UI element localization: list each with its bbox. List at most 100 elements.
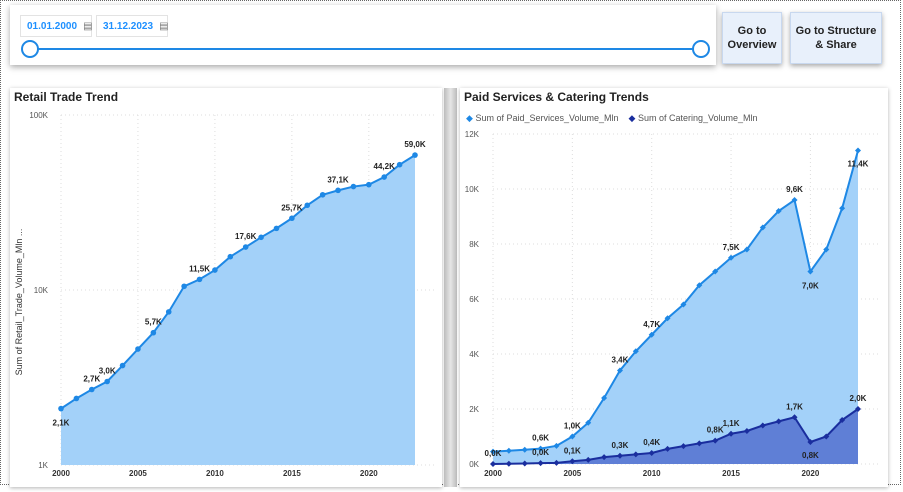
date-range-slider-track[interactable] (30, 48, 702, 50)
paid-services-data-point (775, 208, 782, 214)
y-tick-label: 10K (34, 286, 49, 295)
retail-data-point (212, 267, 218, 273)
retail-data-label: 44,2K (374, 162, 396, 171)
paid-services-card: Paid Services & Catering Trends ◆ Sum of… (460, 88, 888, 487)
paid-services-data-point (759, 224, 766, 231)
retail-data-point (366, 181, 372, 188)
paid-services-data-label: 1,0K (564, 422, 581, 431)
paid-services-data-label: 7,0K (802, 282, 819, 291)
legend-item-catering[interactable]: ◆ Sum of Catering_Volume_Mln (629, 113, 758, 124)
paid-services-data-point (807, 268, 814, 275)
catering-data-point (505, 460, 512, 467)
paid-services-data-point (696, 282, 703, 289)
catering-data-point (680, 443, 687, 450)
retail-data-point (181, 283, 187, 290)
retail-data-point (335, 187, 341, 194)
legend-label: Sum of Catering_Volume_Mln (637, 113, 758, 123)
paid-services-data-point (855, 147, 861, 154)
paid-services-data-point (743, 246, 750, 253)
paid-services-data-point (664, 315, 671, 322)
retail-trade-card: Retail Trade Trend 1K 10K 100K 2000 2005 2010… (10, 88, 442, 487)
retail-data-point (381, 174, 388, 180)
calendar-icon[interactable]: ▤ (83, 20, 93, 32)
catering-data-point (601, 454, 608, 461)
retail-data-point (289, 215, 295, 222)
paid-services-data-label: 7,5K (723, 243, 740, 252)
x-tick-label: 2010 (206, 469, 224, 478)
end-date-value: 31.12.2023 (103, 20, 154, 32)
retail-data-point (319, 191, 326, 198)
retail-data-point (273, 225, 280, 232)
y-tick-label: 4K (469, 350, 479, 359)
paid-services-data-point (712, 268, 719, 275)
catering-data-point (807, 439, 814, 445)
catering-data-label: 0,8K (707, 426, 724, 435)
x-tick-label: 2020 (801, 469, 819, 478)
paid-services-data-point (648, 331, 655, 338)
retail-data-point (135, 346, 141, 352)
catering-data-point (569, 458, 576, 465)
catering-data-point (712, 437, 719, 444)
paid-services-area-fill (493, 150, 858, 464)
paid-services-chart: 0K 2K 4K 6K 8K 10K 12K 2000 2005 2010 2015 2020 0,6K… (465, 130, 880, 478)
legend-item-paid-services[interactable]: ◆ Sum of Paid_Services_Volume_Mln (466, 113, 619, 124)
catering-data-point (839, 417, 846, 423)
catering-data-point (728, 430, 735, 437)
paid-services-data-point (791, 197, 798, 203)
x-tick-label: 2020 (360, 469, 378, 478)
catering-data-point (553, 459, 560, 466)
y-tick-label: 1K (38, 461, 48, 470)
paid-services-data-point (839, 205, 846, 212)
retail-data-point (350, 183, 357, 190)
catering-data-point (664, 445, 671, 452)
retail-data-point (58, 405, 64, 412)
services-chart-title: Paid Services & Catering Trends (464, 90, 649, 104)
x-tick-label: 2015 (283, 469, 301, 478)
end-date-field[interactable]: 31.12.2023 ▤ (96, 15, 169, 37)
retail-data-label: 59,0K (404, 140, 426, 149)
catering-data-label: 0,0K (485, 449, 502, 458)
catering-data-point (823, 433, 830, 440)
catering-data-label: 0,8K (802, 451, 819, 460)
date-range-filter: 01.01.2000 ▤ 31.12.2023 ▤ (10, 5, 716, 65)
slider-end-handle[interactable] (692, 40, 710, 58)
y-axis-label: Sum of Retail_Trade_Volume_Mln ... (14, 229, 24, 376)
retail-data-point (304, 202, 311, 209)
retail-data-label: 5,7K (145, 318, 162, 327)
legend-label: Sum of Paid_Services_Volume_Mln (475, 113, 619, 123)
retail-data-point (150, 329, 157, 336)
paid-services-data-point (616, 367, 623, 374)
catering-data-point (585, 456, 592, 463)
retail-data-point (73, 395, 80, 402)
retail-data-label: 3,0K (99, 367, 116, 376)
catering-data-label: 0,0K (532, 448, 549, 457)
slider-start-handle[interactable] (21, 40, 39, 58)
paid-services-data-point (553, 442, 560, 449)
y-tick-label: 6K (469, 295, 479, 304)
calendar-icon[interactable]: ▤ (159, 20, 169, 32)
catering-data-point (490, 461, 496, 467)
retail-area-fill (61, 155, 415, 465)
y-tick-label: 100K (29, 111, 48, 120)
catering-data-point (743, 428, 750, 434)
paid-services-data-label: 11,4K (848, 160, 869, 169)
paid-services-data-point (505, 447, 512, 454)
retail-data-point (227, 253, 234, 260)
retail-data-point (165, 309, 172, 315)
retail-data-label: 25,7K (281, 203, 303, 212)
retail-data-label: 2,1K (53, 419, 70, 428)
catering-data-label: 1,1K (723, 419, 740, 428)
start-date-field[interactable]: 01.01.2000 ▤ (20, 15, 93, 37)
retail-data-point (104, 378, 110, 385)
y-tick-label: 10K (465, 185, 480, 194)
diamond-marker-icon: ◆ (466, 113, 473, 123)
catering-data-point (759, 422, 766, 429)
x-tick-label: 2005 (129, 469, 147, 478)
go-to-structure-button[interactable]: Go to Structure & Share (790, 12, 882, 64)
retail-data-point (242, 244, 249, 250)
x-tick-label: 2015 (722, 469, 740, 478)
catering-data-point (696, 440, 703, 447)
retail-data-point (258, 234, 264, 241)
go-to-overview-button[interactable]: Go to Overview (722, 12, 782, 64)
chart-legend: ◆ Sum of Paid_Services_Volume_Mln ◆ Sum … (466, 113, 758, 124)
